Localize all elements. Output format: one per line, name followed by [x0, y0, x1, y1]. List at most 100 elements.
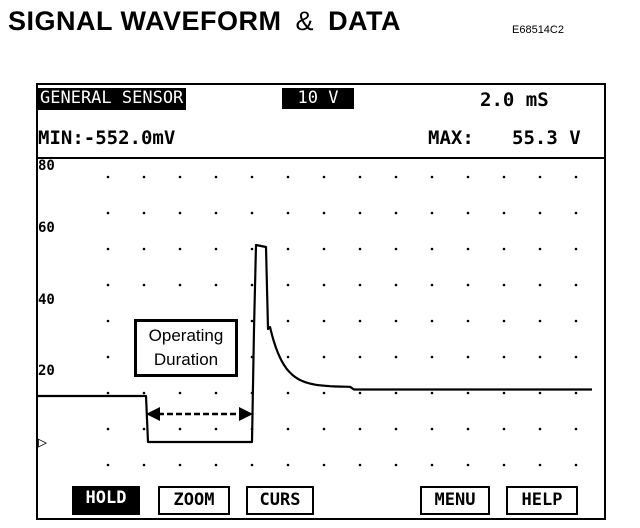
- help-button[interactable]: HELP: [506, 486, 578, 515]
- grid-dot: [250, 175, 254, 179]
- grid-dot: [286, 427, 290, 431]
- sensor-label: GENERAL SENSOR: [38, 88, 187, 110]
- waveform-area: 80 60 40 20 ▷: [38, 159, 604, 481]
- grid-dot: [538, 283, 542, 287]
- grid-dot: [286, 319, 290, 323]
- grid-dot: [574, 319, 578, 323]
- grid-dot: [502, 391, 506, 395]
- grid-dot: [214, 211, 218, 215]
- grid-dot: [286, 391, 290, 395]
- grid-dot: [574, 247, 578, 251]
- grid-dot: [142, 391, 146, 395]
- max-label: MAX:: [428, 127, 474, 149]
- grid-dot: [142, 283, 146, 287]
- title-part1: SIGNAL WAVEFORM: [8, 6, 282, 36]
- grid-dot: [142, 175, 146, 179]
- grid-dot: [106, 247, 110, 251]
- duration-arrow-right-head: [239, 407, 253, 421]
- grid-dot: [178, 391, 182, 395]
- zoom-button[interactable]: ZOOM: [158, 486, 230, 515]
- grid-dot: [250, 283, 254, 287]
- grid-dot: [322, 355, 326, 359]
- grid-dot: [538, 391, 542, 395]
- callout-line2: Duration: [153, 350, 219, 369]
- grid-dot: [538, 247, 542, 251]
- y-tick-20: 20: [38, 363, 55, 379]
- grid-dot: [466, 391, 470, 395]
- grid-dot: [178, 427, 182, 431]
- grid-dot: [502, 247, 506, 251]
- grid-dot: [358, 247, 362, 251]
- operating-duration-callout: Operating Duration: [134, 319, 238, 377]
- grid-dot: [466, 355, 470, 359]
- y-tick-40: 40: [38, 292, 55, 308]
- grid-dot: [322, 427, 326, 431]
- callout-line1: Operating: [148, 326, 224, 345]
- grid-dot: [574, 427, 578, 431]
- grid-dot: [286, 211, 290, 215]
- volt-per-div: 10 V: [282, 88, 354, 109]
- grid-dot: [394, 175, 398, 179]
- grid-dot: [358, 427, 362, 431]
- grid-dot: [250, 211, 254, 215]
- grid-dot: [286, 355, 290, 359]
- grid-dot: [358, 175, 362, 179]
- grid-dot: [466, 463, 470, 467]
- grid-dot: [322, 211, 326, 215]
- grid-dot: [214, 427, 218, 431]
- menu-button[interactable]: MENU: [420, 486, 490, 515]
- grid-dot: [538, 463, 542, 467]
- oscilloscope-screen: GENERAL SENSOR 10 V 2.0 mS MIN:-552.0mV …: [36, 83, 606, 520]
- grid-dot: [358, 211, 362, 215]
- grid-dot: [394, 427, 398, 431]
- grid-dot: [178, 211, 182, 215]
- grid-dot: [394, 355, 398, 359]
- grid-dot: [466, 247, 470, 251]
- grid-dot: [358, 391, 362, 395]
- time-per-div: 2.0 mS: [480, 89, 549, 111]
- grid-dot: [322, 391, 326, 395]
- grid-dot: [430, 355, 434, 359]
- grid-dot: [574, 463, 578, 467]
- grid-dot: [214, 283, 218, 287]
- min-reading: MIN:-552.0mV: [38, 127, 176, 149]
- grid-dot: [574, 283, 578, 287]
- grid-dot: [574, 211, 578, 215]
- grid-dot: [106, 319, 110, 323]
- hold-button[interactable]: HOLD: [72, 486, 140, 515]
- grid-dot: [214, 391, 218, 395]
- curs-button[interactable]: CURS: [246, 486, 314, 515]
- grid-dot: [322, 463, 326, 467]
- grid-dot: [466, 175, 470, 179]
- grid-dot: [466, 427, 470, 431]
- grid-dot: [538, 175, 542, 179]
- grid-dot: [142, 427, 146, 431]
- grid-dot: [358, 463, 362, 467]
- grid-dot: [430, 175, 434, 179]
- grid-dot: [286, 463, 290, 467]
- page-title: SIGNAL WAVEFORM & DATA: [8, 6, 401, 37]
- grid-dot: [250, 247, 254, 251]
- grid-dot: [322, 283, 326, 287]
- grid-dot: [214, 463, 218, 467]
- max-reading: 55.3 V: [512, 127, 581, 149]
- title-part2: DATA: [328, 6, 402, 36]
- grid-dot: [430, 211, 434, 215]
- grid-dot: [538, 427, 542, 431]
- grid-dot: [394, 391, 398, 395]
- grid-dot: [430, 463, 434, 467]
- grid-dot: [430, 427, 434, 431]
- grid-dot: [178, 463, 182, 467]
- grid-dot: [394, 319, 398, 323]
- grid-dot: [250, 463, 254, 467]
- grid-dot: [502, 355, 506, 359]
- grid-dot: [106, 355, 110, 359]
- softkey-bar: HOLD ZOOM CURS MENU HELP: [38, 483, 604, 518]
- grid-dot: [538, 355, 542, 359]
- grid-dot: [214, 247, 218, 251]
- grid-dot: [178, 247, 182, 251]
- grid-dot: [430, 391, 434, 395]
- grid-dot: [466, 319, 470, 323]
- grid-dot: [286, 283, 290, 287]
- title-ampersand: &: [295, 6, 315, 36]
